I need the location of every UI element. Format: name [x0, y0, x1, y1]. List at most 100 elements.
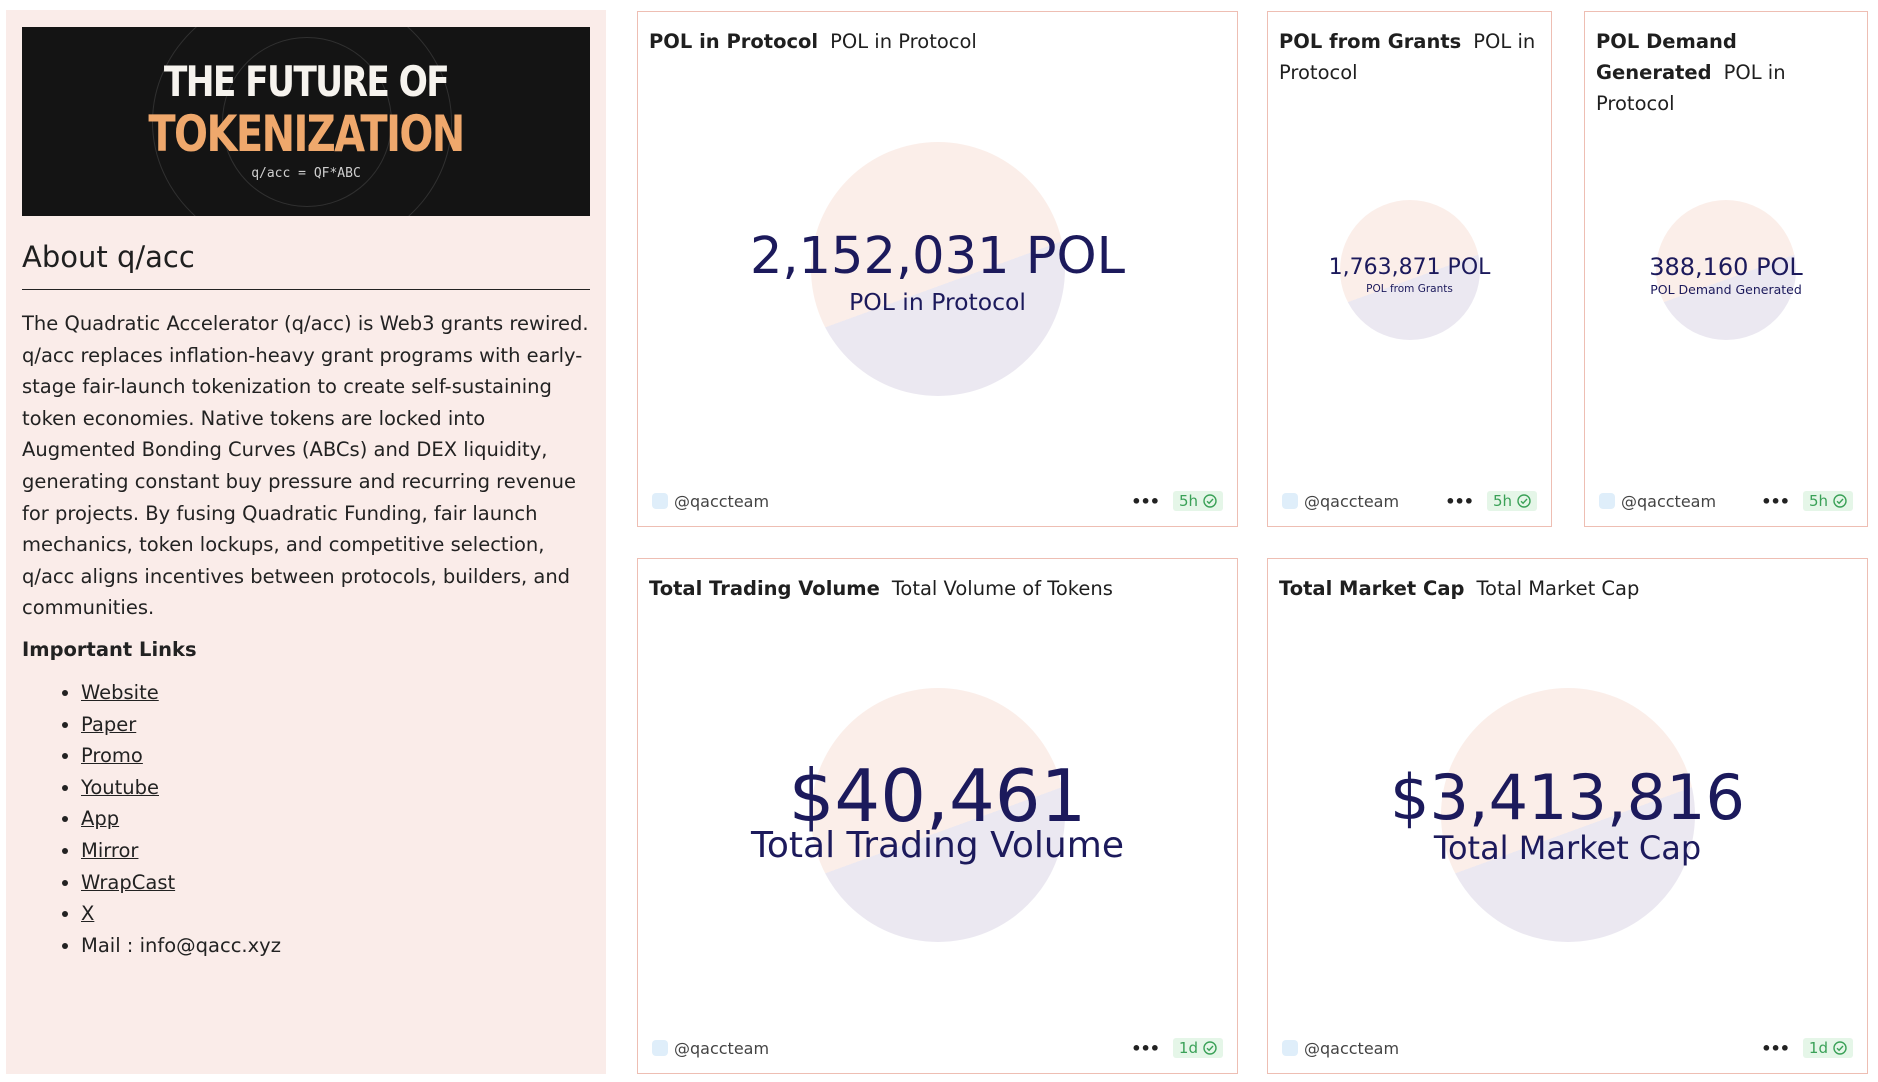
list-item: WrapCast [81, 867, 590, 899]
link-x[interactable]: X [81, 902, 95, 926]
age-text: 1d [1808, 1039, 1828, 1057]
more-options-icon[interactable]: ••• [1761, 491, 1790, 511]
more-options-icon[interactable]: ••• [1761, 1038, 1790, 1058]
list-item: App [81, 803, 590, 835]
card-header: Total Trading Volume Total Volume of Toke… [649, 573, 1226, 604]
author-name[interactable]: @qaccteam [674, 1038, 770, 1058]
card-footer: @qaccteam ••• 1d [1282, 1036, 1853, 1060]
link-promo[interactable]: Promo [81, 744, 143, 768]
author-name[interactable]: @qaccteam [1621, 491, 1717, 511]
check-circle-icon [1833, 1041, 1847, 1055]
link-mirror[interactable]: Mirror [81, 838, 139, 862]
counter-value: 2,152,031 POL [749, 227, 1126, 286]
avatar [1282, 493, 1298, 509]
counter-backdrop [810, 688, 1065, 942]
about-description: The Quadratic Accelerator (q/acc) is Web… [22, 312, 589, 620]
link-app[interactable]: App [81, 807, 120, 831]
counter: $3,413,816 Total Market Cap [1268, 761, 1867, 868]
check-circle-icon [1203, 1041, 1217, 1055]
card-subtitle: POL in Protocol [1596, 61, 1786, 115]
counter-value: $3,413,816 [1390, 761, 1745, 834]
counter: 388,160 POL POL Demand Generated [1585, 252, 1867, 298]
more-options-icon[interactable]: ••• [1131, 491, 1160, 511]
avatar [1599, 493, 1615, 509]
status-badge[interactable]: 5h [1486, 491, 1537, 511]
about-panel: THE FUTURE OF TOKENIZATION q/acc = QF*AB… [6, 10, 606, 1074]
counter-value: 388,160 POL [1649, 253, 1803, 281]
banner-image: THE FUTURE OF TOKENIZATION q/acc = QF*AB… [22, 27, 590, 216]
card-footer: @qaccteam ••• 1d [652, 1036, 1223, 1060]
banner-line-3: q/acc = QF*ABC [251, 166, 361, 181]
link-website[interactable]: Website [81, 680, 159, 704]
link-paper[interactable]: Paper [81, 712, 137, 736]
avatar [652, 493, 668, 509]
counter: 2,152,031 POL POL in Protocol [638, 228, 1237, 319]
status-badge[interactable]: 5h [1802, 491, 1853, 511]
card-footer: @qaccteam ••• 5h [1599, 489, 1853, 513]
card-title: POL from Grants [1279, 30, 1462, 53]
counter-backdrop [1656, 200, 1796, 340]
avatar [652, 1040, 668, 1056]
counter-label: POL in Protocol [849, 288, 1026, 316]
avatar [1282, 1040, 1298, 1056]
links-list: Website Paper Promo Youtube App Mirror W… [22, 677, 590, 961]
link-wrapcast[interactable]: WrapCast [81, 870, 176, 894]
counter-label: Total Market Cap [1433, 829, 1702, 867]
check-circle-icon [1833, 494, 1847, 508]
card-subtitle: Total Market Cap [1476, 577, 1640, 600]
card-header: POL Demand Generated POL in Protocol [1596, 26, 1856, 119]
card-footer: @qaccteam ••• 5h [1282, 489, 1537, 513]
card-subtitle: Total Volume of Tokens [891, 577, 1113, 600]
counter-backdrop [810, 142, 1065, 396]
link-youtube[interactable]: Youtube [81, 775, 159, 799]
card-title: POL Demand Generated [1596, 30, 1737, 84]
card-subtitle: POL in Protocol [1279, 30, 1536, 84]
list-item: Mirror [81, 835, 590, 867]
counter-backdrop [1339, 200, 1480, 340]
card-pol-in-protocol: POL in Protocol POL in Protocol 2,152,031… [637, 11, 1238, 527]
check-circle-icon [1517, 494, 1531, 508]
author-name[interactable]: @qaccteam [1304, 491, 1400, 511]
banner-decoration [152, 27, 452, 216]
counter: $40,461 Total Trading Volume [638, 756, 1237, 866]
card-subtitle: POL in Protocol [830, 30, 977, 53]
more-options-icon[interactable]: ••• [1445, 491, 1474, 511]
card-header: POL in Protocol POL in Protocol [649, 26, 1226, 57]
card-title: Total Trading Volume [649, 577, 880, 600]
list-item: Youtube [81, 772, 590, 804]
author-name[interactable]: @qaccteam [674, 491, 770, 511]
banner-decoration [222, 37, 392, 207]
list-item: Promo [81, 740, 590, 772]
age-text: 5h [1808, 492, 1828, 510]
age-text: 5h [1492, 492, 1512, 510]
counter: 1,763,871 POL POL from Grants [1268, 254, 1551, 296]
status-badge[interactable]: 1d [1172, 1038, 1223, 1058]
card-header: Total Market Cap Total Market Cap [1279, 573, 1856, 604]
card-footer: @qaccteam ••• 5h [652, 489, 1223, 513]
banner-line-1: THE FUTURE OF [163, 57, 450, 106]
divider [22, 289, 590, 290]
age-text: 1d [1178, 1039, 1198, 1057]
banner-line-2: TOKENIZATION [148, 105, 465, 163]
about-title: About q/acc [22, 240, 195, 274]
list-item: Website [81, 677, 590, 709]
card-header: POL from Grants POL in Protocol [1279, 26, 1540, 88]
counter-label: Total Trading Volume [751, 825, 1124, 866]
status-badge[interactable]: 1d [1802, 1038, 1853, 1058]
status-badge[interactable]: 5h [1172, 491, 1223, 511]
card-total-trading-volume: Total Trading Volume Total Volume of Toke… [637, 558, 1238, 1074]
check-circle-icon [1203, 494, 1217, 508]
counter-label: POL Demand Generated [1650, 282, 1802, 297]
card-total-market-cap: Total Market Cap Total Market Cap $3,413,… [1267, 558, 1868, 1074]
list-item: X [81, 898, 590, 930]
counter-value: $40,461 [788, 754, 1087, 838]
counter-value: 1,763,871 POL [1328, 255, 1491, 280]
links-heading: Important Links [22, 637, 197, 661]
more-options-icon[interactable]: ••• [1131, 1038, 1160, 1058]
counter-label: POL from Grants [1366, 283, 1453, 295]
card-pol-from-grants: POL from Grants POL in Protocol 1,763,871… [1267, 11, 1552, 527]
card-title: Total Market Cap [1279, 577, 1465, 600]
author-name[interactable]: @qaccteam [1304, 1038, 1400, 1058]
list-item: Paper [81, 709, 590, 741]
card-pol-demand-generated: POL Demand Generated POL in Protocol 388,… [1584, 11, 1868, 527]
